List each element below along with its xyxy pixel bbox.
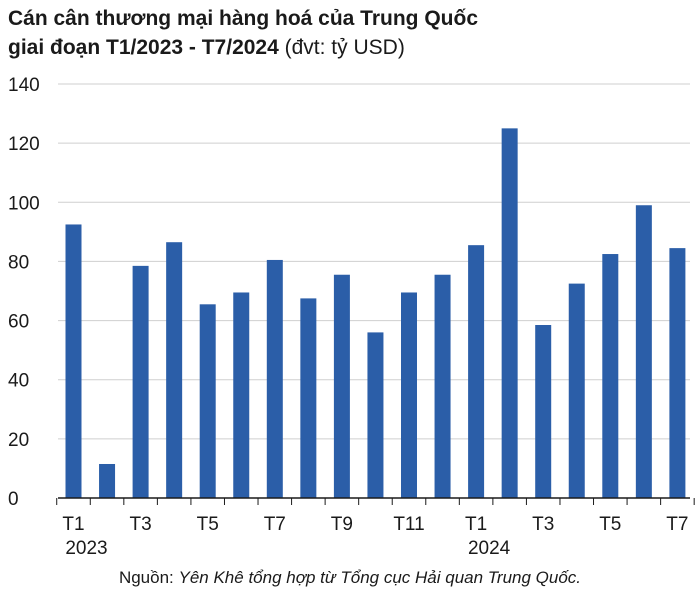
source-note: Nguồn: Yên Khê tổng hợp từ Tổng cục Hải … bbox=[0, 568, 700, 588]
bar bbox=[367, 332, 384, 498]
bar bbox=[300, 298, 317, 498]
bar bbox=[669, 248, 686, 498]
y-tick-label: 20 bbox=[8, 430, 29, 451]
bar bbox=[166, 242, 183, 498]
y-tick-label: 120 bbox=[8, 134, 40, 155]
bar bbox=[434, 274, 451, 498]
bar bbox=[602, 254, 619, 498]
bar bbox=[401, 292, 417, 498]
x-year-label: 2024 bbox=[468, 538, 511, 559]
source-prefix: Nguồn: bbox=[118, 568, 179, 587]
y-tick-label: 0 bbox=[8, 489, 19, 510]
x-tick-label: T1 bbox=[465, 514, 487, 535]
x-tick-label: T9 bbox=[331, 514, 353, 535]
bar bbox=[635, 205, 652, 498]
y-tick-label: 100 bbox=[8, 193, 40, 214]
bar bbox=[468, 245, 485, 498]
bar bbox=[535, 325, 552, 498]
bar bbox=[233, 292, 250, 498]
title-unit: (đvt: tỷ USD) bbox=[278, 36, 405, 59]
source-text: Yên Khê tổng hợp từ Tổng cục Hải quan Tr… bbox=[178, 568, 582, 587]
y-tick-label: 140 bbox=[8, 75, 40, 96]
x-tick-label: T3 bbox=[130, 514, 152, 535]
bar bbox=[266, 259, 283, 498]
title-line-1: Cán cân thương mại hàng hoá của Trung Qu… bbox=[8, 7, 479, 30]
title-line-2: giai đoạn T1/2023 - T7/2024 (đvt: tỷ USD… bbox=[8, 33, 688, 62]
x-tick-label: T7 bbox=[264, 514, 286, 535]
chart-title: Cán cân thương mại hàng hoá của Trung Qu… bbox=[8, 4, 688, 62]
y-tick-label: 80 bbox=[8, 252, 29, 273]
x-tick-label: T11 bbox=[393, 514, 424, 535]
x-tick-label: T3 bbox=[532, 514, 554, 535]
x-tick-label: T7 bbox=[666, 514, 688, 535]
bar bbox=[333, 274, 350, 498]
x-tick-label: T5 bbox=[599, 514, 621, 535]
bar bbox=[65, 224, 82, 498]
bar bbox=[199, 304, 216, 498]
x-tick-label: T1 bbox=[62, 514, 84, 535]
bar bbox=[99, 463, 116, 498]
y-tick-label: 40 bbox=[8, 371, 29, 392]
x-year-label: 2023 bbox=[65, 538, 107, 559]
bar bbox=[568, 283, 585, 498]
bar bbox=[501, 128, 518, 498]
bar bbox=[132, 265, 149, 498]
x-tick-label: T5 bbox=[197, 514, 219, 535]
title-period: giai đoạn T1/2023 - T7/2024 bbox=[8, 36, 279, 59]
y-tick-label: 60 bbox=[8, 312, 29, 333]
